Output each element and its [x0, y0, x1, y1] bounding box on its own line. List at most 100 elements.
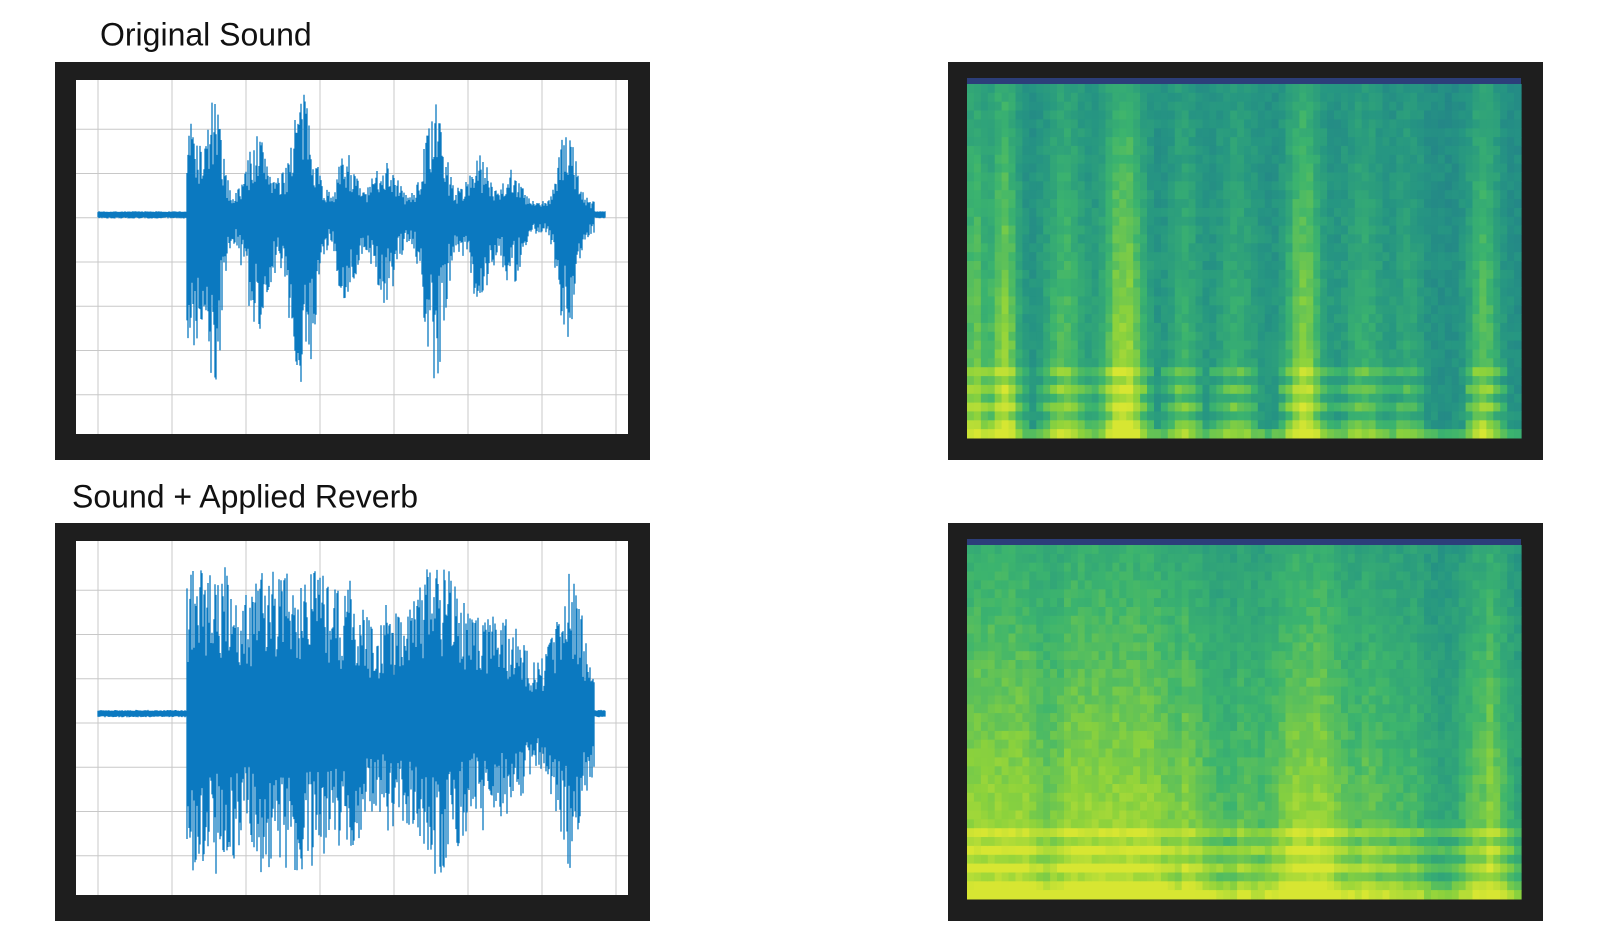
spectrogram-cell: [1452, 173, 1460, 182]
spectrogram-cell: [1057, 137, 1065, 146]
spectrogram-cell: [1348, 199, 1356, 208]
spectrogram-cell: [1479, 234, 1487, 243]
spectrogram-cell: [1168, 243, 1176, 252]
spectrogram-cell: [1029, 554, 1037, 563]
spectrogram-cell: [1189, 173, 1197, 182]
spectrogram-cell: [1438, 111, 1446, 120]
spectrogram-cell: [1410, 155, 1418, 164]
spectrogram-cell: [1133, 243, 1141, 252]
spectrogram-cell: [1016, 226, 1024, 235]
spectrogram-cell: [1396, 93, 1404, 102]
spectrogram-cell: [1383, 296, 1391, 305]
spectrogram-cell: [1203, 793, 1211, 802]
spectrogram-cell: [1306, 164, 1314, 173]
spectrogram-cell: [1099, 687, 1107, 696]
spectrogram-cell: [995, 394, 1003, 403]
spectrogram-cell: [1279, 199, 1287, 208]
spectrogram-cell: [1085, 775, 1093, 784]
spectrogram-cell: [1016, 545, 1024, 554]
spectrogram-cell: [1237, 102, 1245, 111]
spectrogram-cell: [1403, 261, 1411, 270]
spectrogram-cell: [1112, 802, 1120, 811]
spectrogram-cell: [1514, 394, 1522, 403]
spectrogram-cell: [1237, 625, 1245, 634]
spectrogram-cell: [1106, 873, 1114, 882]
spectrogram-cell: [1057, 828, 1065, 837]
spectrogram-cell: [1286, 403, 1294, 412]
spectrogram-cell: [1265, 155, 1273, 164]
spectrogram-cell: [1064, 731, 1072, 740]
spectrogram-cell: [1196, 589, 1204, 598]
spectrogram-cell: [1438, 119, 1446, 128]
spectrogram-cell: [1479, 261, 1487, 270]
spectrogram-cell: [1119, 394, 1127, 403]
spectrogram-cell: [1043, 855, 1051, 864]
spectrogram-cell: [1126, 137, 1134, 146]
spectrogram-cell: [1424, 350, 1432, 359]
spectrogram-cell: [1396, 164, 1404, 173]
spectrogram-cell: [1119, 305, 1127, 314]
spectrogram-cell: [995, 190, 1003, 199]
spectrogram-cell: [1209, 696, 1217, 705]
spectrogram-cell: [1244, 589, 1252, 598]
spectrogram-cell: [1064, 722, 1072, 731]
spectrogram-cell: [1514, 234, 1522, 243]
spectrogram-cell: [1272, 261, 1280, 270]
spectrogram-cell: [1209, 731, 1217, 740]
spectrogram-cell: [1043, 411, 1051, 420]
spectrogram-cell: [1016, 367, 1024, 376]
spectrogram-cell: [1036, 394, 1044, 403]
spectrogram-cell: [1009, 757, 1017, 766]
spectrogram-cell: [1022, 881, 1030, 890]
spectrogram-cell: [1424, 199, 1432, 208]
spectrogram-cell: [988, 855, 996, 864]
spectrogram-cell: [1126, 411, 1134, 420]
spectrogram-cell: [1486, 288, 1494, 297]
spectrogram-cell: [1348, 128, 1356, 137]
spectrogram-cell: [1029, 819, 1037, 828]
spectrogram-cell: [1362, 164, 1370, 173]
spectrogram-cell: [1431, 173, 1439, 182]
spectrogram-cell: [1293, 420, 1301, 429]
spectrogram-cell: [974, 678, 982, 687]
spectrogram-cell: [1182, 890, 1190, 899]
spectrogram-cell: [967, 757, 975, 766]
spectrogram-cell: [995, 881, 1003, 890]
spectrogram-cell: [1417, 296, 1425, 305]
spectrogram-cell: [967, 802, 975, 811]
spectrogram-cell: [1057, 111, 1065, 120]
spectrogram-cell: [1140, 376, 1148, 385]
spectrogram-cell: [1071, 314, 1079, 323]
spectrogram-cell: [1147, 846, 1155, 855]
spectrogram-cell: [1223, 226, 1231, 235]
spectrogram-cell: [1126, 208, 1134, 217]
spectrogram-cell: [1043, 128, 1051, 137]
spectrogram-cell: [1092, 190, 1100, 199]
spectrogram-cell: [1168, 580, 1176, 589]
spectrogram-cell: [1203, 616, 1211, 625]
spectrogram-cell: [1341, 376, 1349, 385]
spectrogram-cell: [1500, 332, 1508, 341]
spectrogram-cell: [1175, 669, 1183, 678]
spectrogram-cell: [1223, 642, 1231, 651]
spectrogram-cell: [1403, 376, 1411, 385]
spectrogram-cell: [1327, 411, 1335, 420]
spectrogram-cell: [1092, 731, 1100, 740]
spectrogram-cell: [1071, 394, 1079, 403]
spectrogram-cell: [1244, 332, 1252, 341]
spectrogram-cell: [981, 757, 989, 766]
spectrogram-cell: [1057, 234, 1065, 243]
spectrogram-cell: [1140, 261, 1148, 270]
spectrogram-cell: [1064, 802, 1072, 811]
spectrogram-cell: [1064, 625, 1072, 634]
spectrogram-cell: [1050, 252, 1058, 261]
spectrogram-cell: [1320, 323, 1328, 332]
spectrogram-cell: [1459, 93, 1467, 102]
spectrogram-cell: [1334, 234, 1342, 243]
spectrogram-cell: [1514, 429, 1522, 438]
spectrogram-cell: [1147, 819, 1155, 828]
spectrogram-cell: [1376, 164, 1384, 173]
spectrogram-cell: [1230, 793, 1238, 802]
spectrogram-cell: [1334, 128, 1342, 137]
spectrogram-cell: [1140, 137, 1148, 146]
